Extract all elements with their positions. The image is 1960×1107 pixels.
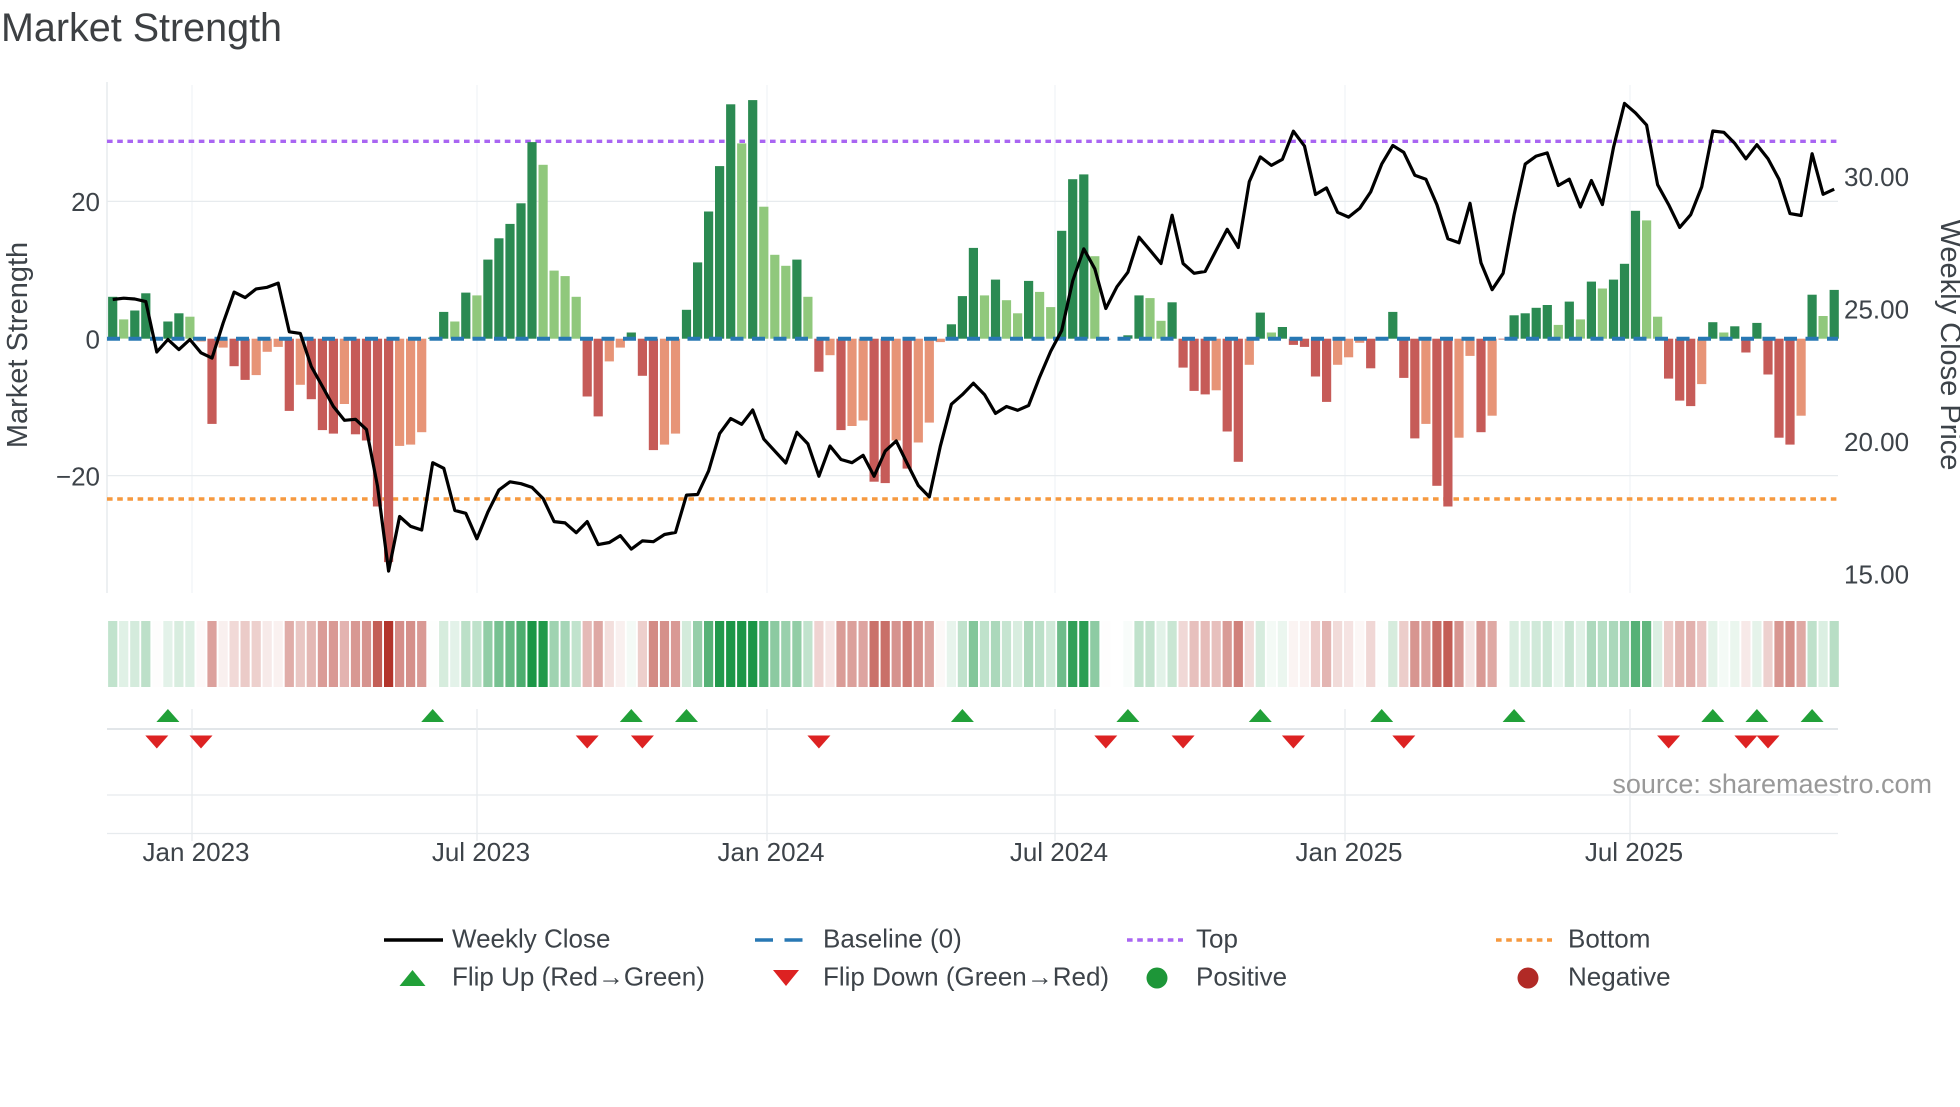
svg-text:0: 0 — [86, 325, 100, 355]
svg-text:25.00: 25.00 — [1844, 295, 1909, 325]
svg-text:Jan 2025: Jan 2025 — [1296, 837, 1403, 867]
svg-text:−20: −20 — [56, 462, 100, 492]
svg-text:source: sharemaestro.com: source: sharemaestro.com — [1612, 769, 1932, 799]
svg-text:Market Strength: Market Strength — [2, 242, 34, 448]
svg-text:20: 20 — [71, 187, 100, 217]
svg-text:Jan 2023: Jan 2023 — [143, 837, 250, 867]
svg-text:Jul 2023: Jul 2023 — [432, 837, 530, 867]
svg-text:Flip Up (Red→Green): Flip Up (Red→Green) — [452, 962, 705, 992]
svg-text:Jul 2025: Jul 2025 — [1585, 837, 1683, 867]
svg-text:Flip Down (Green→Red): Flip Down (Green→Red) — [823, 962, 1109, 992]
svg-text:Weekly Close: Weekly Close — [452, 924, 610, 954]
svg-text:Jul 2024: Jul 2024 — [1010, 837, 1108, 867]
svg-text:Weekly Close Price: Weekly Close Price — [1934, 220, 1960, 471]
svg-text:Jan 2024: Jan 2024 — [718, 837, 825, 867]
svg-text:30.00: 30.00 — [1844, 162, 1909, 192]
svg-text:15.00: 15.00 — [1844, 560, 1909, 590]
svg-text:Positive: Positive — [1196, 962, 1287, 992]
svg-text:Top: Top — [1196, 924, 1238, 954]
svg-text:Bottom: Bottom — [1568, 924, 1650, 954]
svg-text:Negative: Negative — [1568, 962, 1671, 992]
svg-text:20.00: 20.00 — [1844, 427, 1909, 457]
svg-text:Baseline (0): Baseline (0) — [823, 924, 962, 954]
svg-text:Market Strength: Market Strength — [1, 6, 282, 50]
